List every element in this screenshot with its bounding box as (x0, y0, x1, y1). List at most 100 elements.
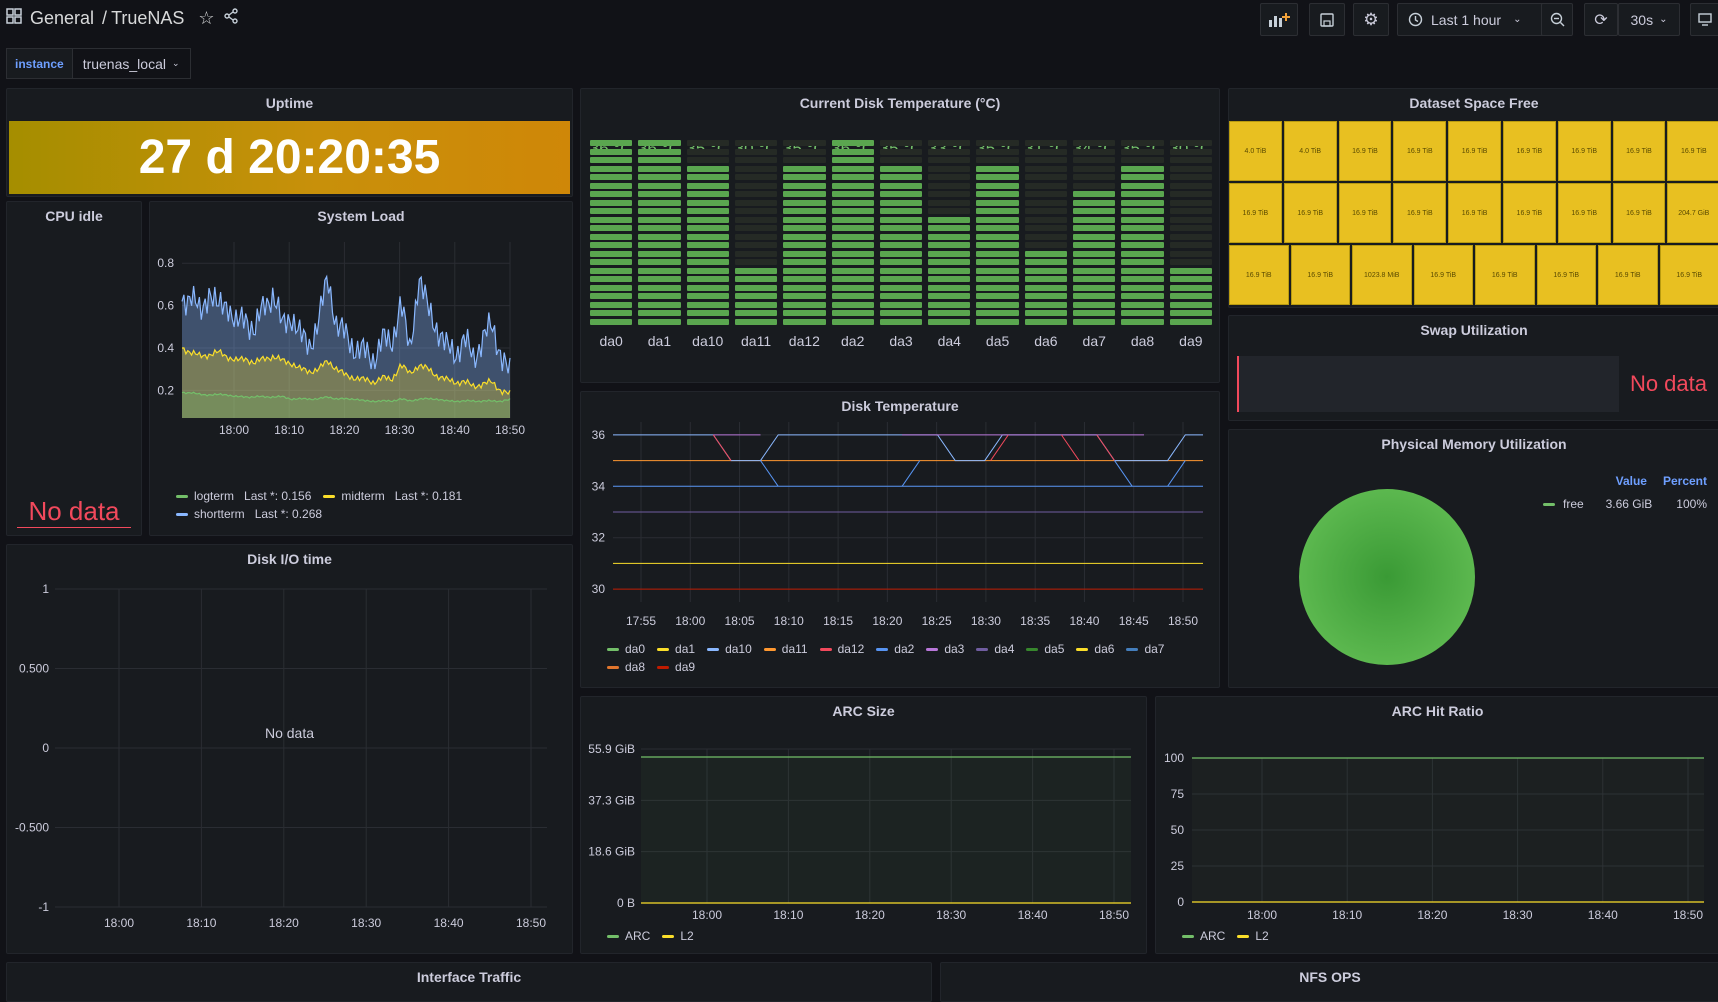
dataset-tile[interactable]: 16.9 TiB (1503, 121, 1556, 181)
refresh-button[interactable]: ⟳ (1584, 3, 1618, 36)
bar-segment (880, 217, 922, 223)
legend-item-da3[interactable]: da3 (926, 642, 964, 656)
legend-item-L2[interactable]: L2 (1237, 929, 1268, 943)
legend-item-ARC[interactable]: ARC (1182, 929, 1225, 943)
pie-slice-free[interactable] (1299, 489, 1475, 665)
bar-gauge-column-da0[interactable]: 36 °Cda0 (587, 139, 635, 379)
dataset-tile[interactable]: 16.9 TiB (1229, 245, 1289, 305)
bar-gauge-column-da4[interactable]: 33 °Cda4 (925, 139, 973, 379)
legend-item-da0[interactable]: da0 (607, 642, 645, 656)
bar-segment (880, 242, 922, 248)
add-panel-button[interactable] (1260, 3, 1298, 36)
dataset-tile[interactable]: 16.9 TiB (1613, 121, 1666, 181)
dataset-tile[interactable]: 16.9 TiB (1503, 183, 1556, 243)
star-icon[interactable]: ☆ (198, 8, 214, 29)
bar-gauge-column-da10[interactable]: 35 °Cda10 (684, 139, 732, 379)
bar-segment (783, 200, 825, 206)
dashboard-settings-button[interactable]: ⚙ (1353, 3, 1389, 36)
dataset-tile[interactable]: 16.9 TiB (1667, 121, 1718, 181)
dataset-tile[interactable]: 16.9 TiB (1229, 183, 1282, 243)
uptime-value: 27 d 20:20:35 (139, 130, 441, 185)
legend-item-L2[interactable]: L2 (662, 929, 693, 943)
zoom-out-button[interactable] (1541, 3, 1573, 36)
bar-gauge-column-da5[interactable]: 35 °Cda5 (973, 139, 1021, 379)
legend-col-value[interactable]: Value (1616, 474, 1647, 488)
dataset-tile[interactable]: 16.9 TiB (1537, 245, 1597, 305)
instance-select[interactable]: truenas_local ⌄ (73, 48, 191, 79)
breadcrumb-folder[interactable]: General (30, 8, 94, 29)
legend-swatch (820, 648, 832, 651)
dataset-tile[interactable]: 16.9 TiB (1393, 121, 1446, 181)
legend-item-da8[interactable]: da8 (607, 660, 645, 674)
dataset-tile[interactable]: 1023.8 MiB (1352, 245, 1412, 305)
refresh-interval-picker[interactable]: 30s ⌄ (1618, 3, 1680, 36)
legend-item-ARC[interactable]: ARC (607, 929, 650, 943)
dataset-tile[interactable]: 16.9 TiB (1339, 183, 1392, 243)
apps-grid-icon[interactable] (6, 8, 22, 29)
share-icon[interactable] (223, 8, 239, 29)
bar-segment (687, 319, 729, 325)
bar-segment (832, 157, 874, 163)
bar-gauge-column-da1[interactable]: 36 °Cda1 (635, 139, 683, 379)
dataset-tile[interactable]: 16.9 TiB (1660, 245, 1718, 305)
bar-segment (1073, 191, 1115, 197)
tv-mode-button[interactable] (1690, 3, 1718, 36)
dataset-tile[interactable]: 16.9 TiB (1613, 183, 1666, 243)
bar-gauge-column-da11[interactable]: 30 °Cda11 (732, 139, 780, 379)
legend-item-da10[interactable]: da10 (707, 642, 752, 656)
bar-segment (928, 183, 970, 189)
dataset-tile[interactable]: 16.9 TiB (1393, 183, 1446, 243)
legend-item-da9[interactable]: da9 (657, 660, 695, 674)
bar-gauge-column-da6[interactable]: 31 °Cda6 (1022, 139, 1070, 379)
bar-segment (832, 268, 874, 274)
dataset-tile[interactable]: 16.9 TiB (1448, 183, 1501, 243)
legend-item-da2[interactable]: da2 (876, 642, 914, 656)
bar-gauge-column-da12[interactable]: 35 °Cda12 (780, 139, 828, 379)
legend-item-da1[interactable]: da1 (657, 642, 695, 656)
x-tick-label: 18:00 (692, 908, 722, 922)
legend-col-percent[interactable]: Percent (1663, 474, 1707, 488)
dataset-tile[interactable]: 16.9 TiB (1448, 121, 1501, 181)
time-picker[interactable]: Last 1 hour ⌄ (1397, 3, 1561, 36)
dataset-tile[interactable]: 16.9 TiB (1284, 183, 1337, 243)
bar-segment (735, 225, 777, 231)
bar-segment (976, 251, 1018, 257)
legend-row-free[interactable]: free 3.66 GiB 100% (1543, 497, 1707, 511)
x-tick-label: 18:10 (774, 614, 804, 628)
bar-gauge-column-da8[interactable]: 35 °Cda8 (1118, 139, 1166, 379)
dataset-tile[interactable]: 204.7 GiB (1667, 183, 1718, 243)
dataset-tile[interactable]: 16.9 TiB (1558, 183, 1611, 243)
dataset-tile[interactable]: 4.0 TiB (1284, 121, 1337, 181)
bar-segment (783, 157, 825, 163)
bar-gauge-column-da2[interactable]: 36 °Cda2 (829, 139, 877, 379)
legend-item-da12[interactable]: da12 (820, 642, 865, 656)
legend-item-da4[interactable]: da4 (976, 642, 1014, 656)
save-dashboard-button[interactable] (1309, 3, 1345, 36)
dataset-tile[interactable]: 16.9 TiB (1598, 245, 1658, 305)
dataset-tile[interactable]: 16.9 TiB (1339, 121, 1392, 181)
legend-item-da5[interactable]: da5 (1026, 642, 1064, 656)
bar-gauge-column-da9[interactable]: 30 °Cda9 (1167, 139, 1215, 379)
bar-gauge-column-da7[interactable]: 34 °Cda7 (1070, 139, 1118, 379)
dataset-tile[interactable]: 16.9 TiB (1475, 245, 1535, 305)
bar-segment (735, 157, 777, 163)
legend-item-da11[interactable]: da11 (764, 642, 808, 656)
dataset-tile[interactable]: 16.9 TiB (1291, 245, 1351, 305)
dashboard-title[interactable]: TrueNAS (111, 8, 184, 29)
legend-item-da7[interactable]: da7 (1126, 642, 1164, 656)
bar-segment (1073, 268, 1115, 274)
bar-segment (1121, 268, 1163, 274)
bar-segment (832, 149, 874, 155)
bar-segment (735, 208, 777, 214)
dataset-tile[interactable]: 16.9 TiB (1414, 245, 1474, 305)
dataset-tile[interactable]: 4.0 TiB (1229, 121, 1282, 181)
legend-item-da6[interactable]: da6 (1076, 642, 1114, 656)
dataset-tile[interactable]: 16.9 TiB (1558, 121, 1611, 181)
bar-gauge-column-da3[interactable]: 35 °Cda3 (877, 139, 925, 379)
